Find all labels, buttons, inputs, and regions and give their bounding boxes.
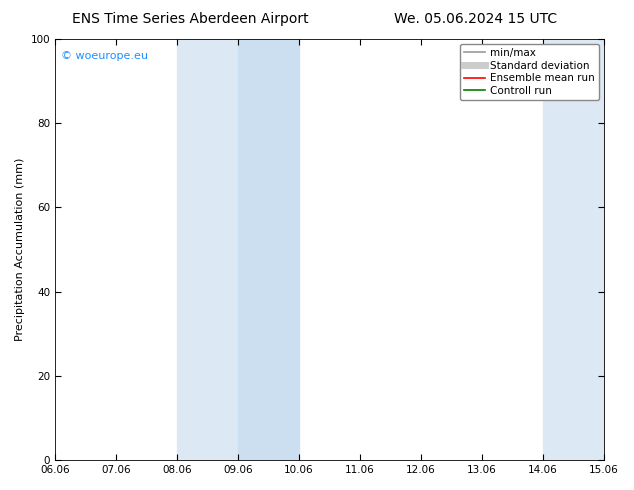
Bar [543,39,604,460]
Legend: min/max, Standard deviation, Ensemble mean run, Controll run: min/max, Standard deviation, Ensemble me… [460,44,599,100]
Text: © woeurope.eu: © woeurope.eu [60,51,148,61]
Text: We. 05.06.2024 15 UTC: We. 05.06.2024 15 UTC [394,12,557,26]
Bar [604,39,634,460]
Text: ENS Time Series Aberdeen Airport: ENS Time Series Aberdeen Airport [72,12,309,26]
Bar [238,39,299,460]
Bar [177,39,238,460]
Y-axis label: Precipitation Accumulation (mm): Precipitation Accumulation (mm) [15,158,25,341]
